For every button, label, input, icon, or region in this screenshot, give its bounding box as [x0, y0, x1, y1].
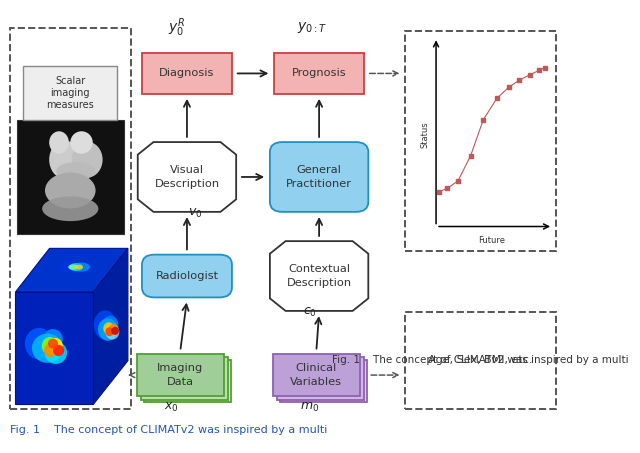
- FancyBboxPatch shape: [144, 360, 231, 402]
- Ellipse shape: [53, 345, 64, 356]
- Text: Imaging
Data: Imaging Data: [157, 363, 204, 387]
- FancyBboxPatch shape: [136, 354, 224, 396]
- Text: Age, Sex, BMI, etc.: Age, Sex, BMI, etc.: [428, 356, 532, 366]
- Ellipse shape: [49, 131, 69, 154]
- Text: $c_0$: $c_0$: [303, 306, 316, 319]
- FancyBboxPatch shape: [141, 357, 228, 400]
- Text: Fig. 1    The concept of CLIMATv2 was inspired by a multi: Fig. 1 The concept of CLIMATv2 was inspi…: [10, 424, 327, 434]
- Ellipse shape: [42, 196, 99, 221]
- Ellipse shape: [103, 322, 115, 335]
- Text: Contextual
Description: Contextual Description: [287, 265, 351, 288]
- Text: $y_0^R$: $y_0^R$: [168, 16, 186, 39]
- Ellipse shape: [93, 310, 116, 340]
- Text: Clinical
Variables: Clinical Variables: [291, 363, 342, 387]
- Ellipse shape: [103, 315, 118, 334]
- Ellipse shape: [43, 329, 63, 349]
- Polygon shape: [138, 142, 236, 212]
- Ellipse shape: [69, 263, 83, 271]
- Text: Prognosis: Prognosis: [292, 68, 346, 78]
- FancyBboxPatch shape: [273, 354, 360, 396]
- Ellipse shape: [108, 324, 118, 335]
- Ellipse shape: [56, 162, 95, 180]
- Polygon shape: [93, 248, 128, 405]
- FancyBboxPatch shape: [23, 67, 117, 120]
- Text: $m_0$: $m_0$: [300, 401, 319, 414]
- Ellipse shape: [42, 337, 59, 355]
- Text: $y_{0:T}$: $y_{0:T}$: [297, 20, 328, 35]
- Text: Radiologist: Radiologist: [156, 271, 218, 281]
- FancyBboxPatch shape: [17, 120, 124, 234]
- Ellipse shape: [72, 142, 102, 178]
- Polygon shape: [15, 248, 128, 292]
- Ellipse shape: [68, 265, 78, 270]
- Text: Fig. 1    The concept of CLIMATv2 was inspired by a multi: Fig. 1 The concept of CLIMATv2 was inspi…: [332, 356, 628, 366]
- Text: $x_0$: $x_0$: [164, 401, 179, 414]
- FancyBboxPatch shape: [274, 53, 364, 94]
- Ellipse shape: [49, 140, 80, 179]
- Polygon shape: [15, 292, 93, 405]
- Ellipse shape: [73, 263, 90, 272]
- Ellipse shape: [59, 261, 82, 273]
- FancyBboxPatch shape: [142, 53, 232, 94]
- Polygon shape: [270, 241, 368, 311]
- Ellipse shape: [32, 333, 63, 363]
- Text: Visual
Description: Visual Description: [154, 165, 220, 188]
- Text: Future: Future: [478, 236, 505, 246]
- Ellipse shape: [70, 131, 93, 154]
- Ellipse shape: [25, 328, 53, 359]
- FancyBboxPatch shape: [270, 142, 368, 212]
- Ellipse shape: [49, 338, 63, 354]
- Ellipse shape: [48, 339, 58, 349]
- Text: Scalar
imaging
measures: Scalar imaging measures: [46, 76, 94, 111]
- Text: $v_0$: $v_0$: [188, 207, 202, 221]
- FancyBboxPatch shape: [142, 255, 232, 298]
- FancyBboxPatch shape: [276, 357, 364, 400]
- Text: Diagnosis: Diagnosis: [159, 68, 214, 78]
- Ellipse shape: [44, 344, 56, 357]
- Ellipse shape: [45, 342, 67, 364]
- Text: Status: Status: [420, 121, 429, 148]
- Ellipse shape: [111, 327, 119, 335]
- Ellipse shape: [45, 173, 95, 208]
- Ellipse shape: [98, 318, 118, 341]
- Text: General
Practitioner: General Practitioner: [286, 165, 352, 188]
- Ellipse shape: [105, 324, 119, 340]
- FancyBboxPatch shape: [280, 360, 367, 402]
- Ellipse shape: [105, 327, 114, 336]
- Ellipse shape: [75, 265, 83, 270]
